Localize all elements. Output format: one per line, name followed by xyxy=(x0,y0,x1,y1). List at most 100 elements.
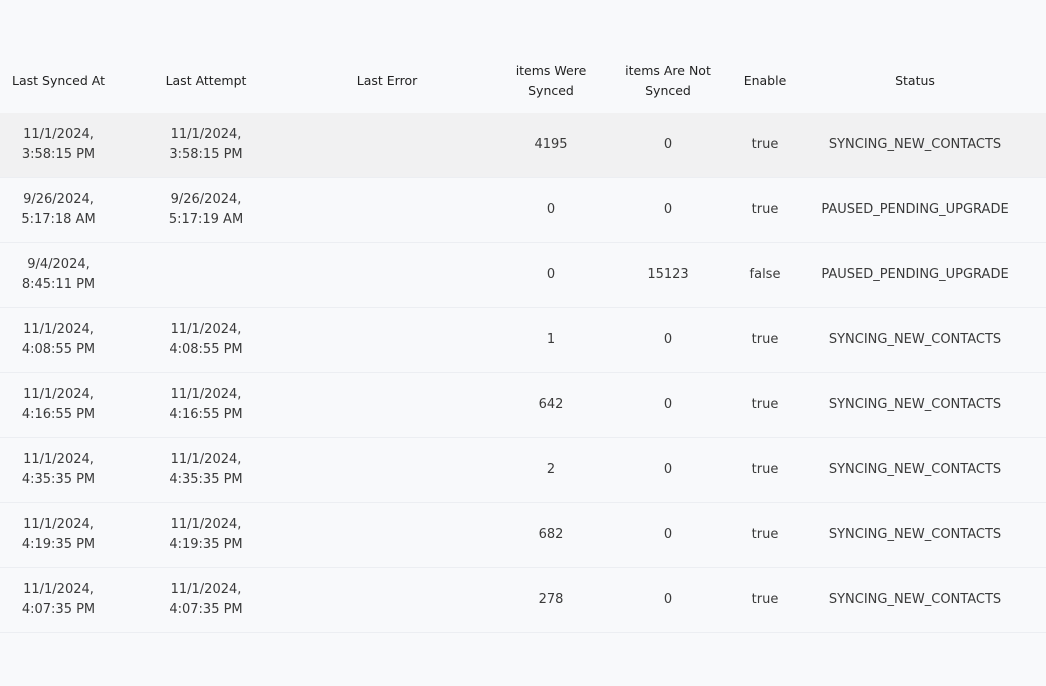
sync-table: Last Synced At Last Attempt Last Error item… xyxy=(0,48,1046,633)
spacer xyxy=(1013,567,1046,633)
table-cell: 0 xyxy=(623,502,713,568)
table-row: 9/4/2024, 8:45:11 PM 0 15123 false PAUSED_PE… xyxy=(0,242,1046,308)
cell-text: 11/1/2024, 4:07:35 PM xyxy=(169,582,243,617)
table-cell: 0 xyxy=(623,372,713,438)
page: Last Synced At Last Attempt Last Error item… xyxy=(0,48,1046,686)
table-cell: SYNCING_NEW_CONTACTS xyxy=(817,567,1013,633)
table-cell: 11/1/2024, 4:07:35 PM xyxy=(0,567,117,633)
table-cell xyxy=(295,437,479,503)
cell-text: 9/26/2024, 5:17:18 AM xyxy=(21,192,96,227)
column-header-text: Enable xyxy=(743,72,787,88)
cell-text: true xyxy=(751,137,779,152)
table-cell xyxy=(295,372,479,438)
table-row: 11/1/2024, 4:08:55 PM 11/1/2024, 4:08:55 … xyxy=(0,307,1046,373)
table-cell: 682 xyxy=(479,502,623,568)
table-cell xyxy=(295,113,479,178)
cell-text: 682 xyxy=(538,527,564,542)
table-cell: 11/1/2024, 3:58:15 PM xyxy=(0,113,117,178)
table-cell: PAUSED_PENDING_UPGRADE xyxy=(817,177,1013,243)
cell-text: 0 xyxy=(663,137,673,152)
cell-text: 0 xyxy=(663,397,673,412)
table-cell: 11/1/2024, 4:35:35 PM xyxy=(0,437,117,503)
table-cell xyxy=(295,307,479,373)
cell-text: 2 xyxy=(546,462,556,477)
cell-text: 11/1/2024, 4:08:55 PM xyxy=(169,322,243,357)
cell-text: 0 xyxy=(546,202,556,217)
cell-text: 0 xyxy=(663,332,673,347)
cell-text: true xyxy=(751,592,779,607)
column-header-text: Last Attempt xyxy=(165,72,247,88)
table-cell: PAUSED_PENDING_UPGRADE xyxy=(817,242,1013,308)
column-header-text: items Are Not Synced xyxy=(625,62,711,98)
column-header: items Were Synced xyxy=(479,48,623,113)
column-header: Last Synced At xyxy=(0,48,117,113)
cell-text: 4195 xyxy=(534,137,568,152)
table-cell: true xyxy=(713,372,817,438)
cell-text: true xyxy=(751,397,779,412)
cell-text: 11/1/2024, 4:07:35 PM xyxy=(21,582,96,617)
table-cell: true xyxy=(713,307,817,373)
cell-text: 642 xyxy=(538,397,564,412)
table-cell xyxy=(295,242,479,308)
table-cell: SYNCING_NEW_CONTACTS xyxy=(817,372,1013,438)
cell-text: SYNCING_NEW_CONTACTS xyxy=(828,137,1002,152)
spacer xyxy=(1013,48,1046,113)
cell-text: 11/1/2024, 4:35:35 PM xyxy=(21,452,96,487)
table-cell: 0 xyxy=(479,242,623,308)
cell-text: SYNCING_NEW_CONTACTS xyxy=(828,332,1002,347)
column-header-text: Status xyxy=(895,72,935,88)
table-cell: 4195 xyxy=(479,113,623,178)
table-row: 11/1/2024, 3:58:15 PM 11/1/2024, 3:58:15 … xyxy=(0,113,1046,178)
cell-text: true xyxy=(751,462,779,477)
table-cell: true xyxy=(713,502,817,568)
table-cell: 0 xyxy=(623,177,713,243)
table-cell: 642 xyxy=(479,372,623,438)
table-cell: 11/1/2024, 4:16:55 PM xyxy=(0,372,117,438)
cell-text: 11/1/2024, 4:35:35 PM xyxy=(169,452,243,487)
table-cell: 9/26/2024, 5:17:19 AM xyxy=(117,177,295,243)
table-cell: SYNCING_NEW_CONTACTS xyxy=(817,307,1013,373)
column-header-text: items Were Synced xyxy=(515,62,587,98)
table-cell xyxy=(295,502,479,568)
cell-text: false xyxy=(749,267,781,282)
table-cell xyxy=(117,242,295,308)
table-cell: false xyxy=(713,242,817,308)
cell-text: SYNCING_NEW_CONTACTS xyxy=(828,527,1002,542)
table-cell: 11/1/2024, 4:35:35 PM xyxy=(117,437,295,503)
table-row: 11/1/2024, 4:19:35 PM 11/1/2024, 4:19:35 … xyxy=(0,502,1046,568)
table-cell: SYNCING_NEW_CONTACTS xyxy=(817,113,1013,178)
spacer xyxy=(1013,242,1046,308)
cell-text: 11/1/2024, 4:08:55 PM xyxy=(21,322,96,357)
cell-text: PAUSED_PENDING_UPGRADE xyxy=(821,267,1009,282)
table-cell: true xyxy=(713,177,817,243)
spacer xyxy=(1013,372,1046,438)
table-cell: 15123 xyxy=(623,242,713,308)
table-cell: 278 xyxy=(479,567,623,633)
table-cell: 11/1/2024, 4:08:55 PM xyxy=(117,307,295,373)
table-cell: 9/26/2024, 5:17:18 AM xyxy=(0,177,117,243)
table-cell: 11/1/2024, 4:16:55 PM xyxy=(117,372,295,438)
cell-text: 11/1/2024, 4:16:55 PM xyxy=(21,387,96,422)
table-cell: true xyxy=(713,437,817,503)
cell-text: SYNCING_NEW_CONTACTS xyxy=(828,397,1002,412)
cell-text: SYNCING_NEW_CONTACTS xyxy=(828,462,1002,477)
spacer xyxy=(1013,177,1046,243)
cell-text: 9/26/2024, 5:17:19 AM xyxy=(168,192,244,227)
table-cell xyxy=(295,177,479,243)
table-cell: 11/1/2024, 4:19:35 PM xyxy=(117,502,295,568)
header-row: Last Synced At Last Attempt Last Error item… xyxy=(0,48,1046,113)
table-cell: 0 xyxy=(479,177,623,243)
table-cell: 0 xyxy=(623,567,713,633)
column-header: Last Attempt xyxy=(117,48,295,113)
table-cell xyxy=(295,567,479,633)
table-cell: true xyxy=(713,567,817,633)
cell-text: 15123 xyxy=(647,267,689,282)
column-header-text: Last Error xyxy=(356,72,418,88)
table-cell: true xyxy=(713,113,817,178)
column-header: items Are Not Synced xyxy=(623,48,713,113)
cell-text: 11/1/2024, 4:19:35 PM xyxy=(21,517,96,552)
cell-text: 11/1/2024, 4:19:35 PM xyxy=(169,517,243,552)
cell-text: 0 xyxy=(663,462,673,477)
table-cell: SYNCING_NEW_CONTACTS xyxy=(817,502,1013,568)
table-cell: 1 xyxy=(479,307,623,373)
